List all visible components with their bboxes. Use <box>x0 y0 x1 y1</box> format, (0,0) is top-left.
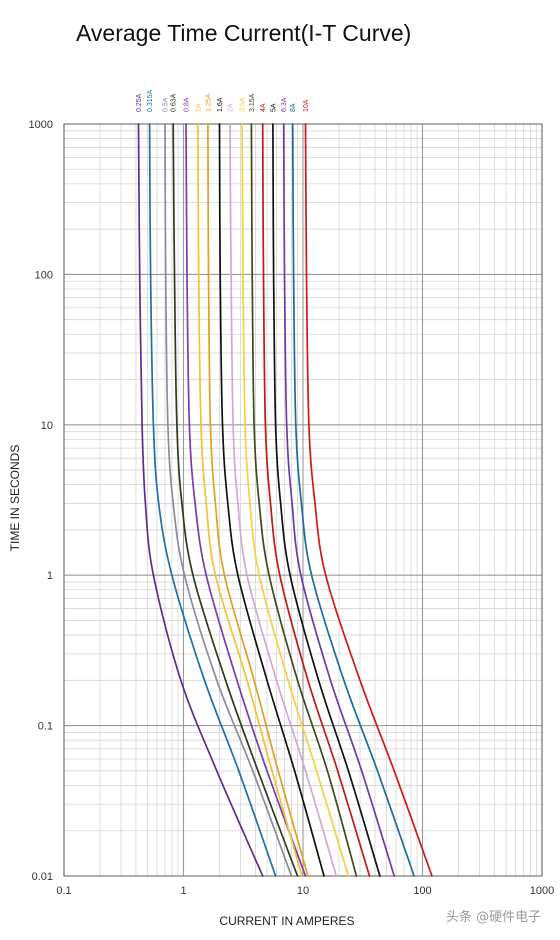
x-axis-label: CURRENT IN AMPERES <box>219 914 354 928</box>
series-curve-16 <box>304 123 433 877</box>
legend-label-10: 2.5A <box>240 97 247 112</box>
y-tick-label: 1 <box>47 570 53 582</box>
legend-label-9: 2A <box>228 103 235 112</box>
legend-label-13: 5A <box>270 103 277 112</box>
series-curve-7 <box>207 123 309 877</box>
y-tick-label: 10 <box>41 420 53 432</box>
y-tick-label: 0.01 <box>32 871 53 883</box>
series-curve-10 <box>241 123 350 877</box>
series-curve-2 <box>148 123 277 877</box>
series-curve-5 <box>185 123 307 877</box>
legend-label-4: 0.63A <box>171 93 178 112</box>
y-tick-label: 1000 <box>29 119 53 131</box>
x-tick-label: 100 <box>413 885 431 897</box>
series-curve-4 <box>172 123 299 877</box>
series-curve-6 <box>197 123 303 877</box>
series-curve-12 <box>261 123 371 877</box>
legend-label-14: 6.3A <box>281 97 288 112</box>
legend-label-16: 10A <box>303 99 310 112</box>
series-curve-8 <box>218 123 325 877</box>
plot-frame <box>63 123 543 877</box>
legend-label-11: 3.15A <box>249 93 256 112</box>
legend-label-6: 1A <box>195 103 202 112</box>
series-curve-1 <box>137 123 264 877</box>
x-tick-label: 10 <box>297 885 309 897</box>
legend-label-8: 1.6A <box>217 97 224 112</box>
legend-label-12: 4A <box>260 103 267 112</box>
series-curve-14 <box>282 123 396 877</box>
y-tick-label: 100 <box>35 269 53 281</box>
series-layer <box>137 123 433 877</box>
legend-label-1: 0.25A <box>136 93 143 112</box>
y-tick-label: 0.1 <box>38 721 53 733</box>
legend-label-15: 8A <box>290 103 297 112</box>
series-curve-9 <box>229 123 338 877</box>
series-curve-13 <box>272 123 381 877</box>
x-tick-label: 0.1 <box>56 885 71 897</box>
x-tick-label: 1000 <box>530 885 554 897</box>
x-tick-label: 1 <box>180 885 186 897</box>
legend-label-2: 0.315A <box>147 89 154 112</box>
series-curve-3 <box>164 123 293 877</box>
watermark: 头条 @硬件电子 <box>446 910 542 925</box>
legend-label-3: 0.5A <box>163 97 170 112</box>
chart-title: Average Time Current(I-T Curve) <box>76 20 412 46</box>
series-curve-11 <box>250 123 358 877</box>
legend-label-5: 0.8A <box>184 97 191 112</box>
series-curve-15 <box>291 123 415 877</box>
legend-layer: 0.25A 0.315A 0.5A 0.63A 0.8A 1A 1.25A 1.6A 2A 2.5… <box>136 89 310 112</box>
legend-label-7: 1.25A <box>205 93 212 112</box>
y-axis-label: TIME IN SECONDS <box>8 445 22 552</box>
major-grid <box>63 123 543 877</box>
